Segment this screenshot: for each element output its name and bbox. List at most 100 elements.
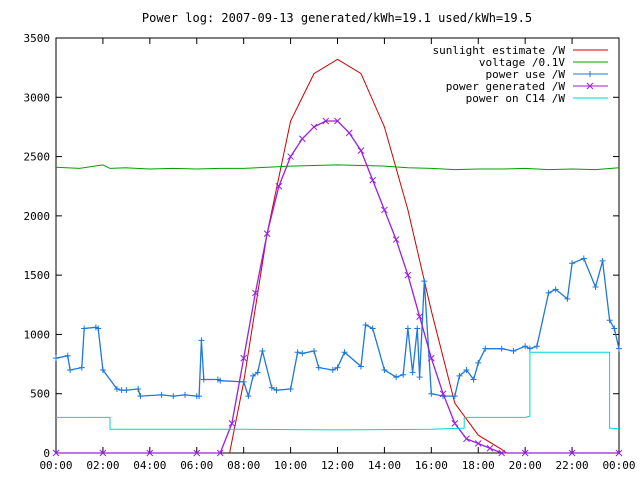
data-point-plus: [135, 385, 142, 392]
chart-title: Power log: 2007-09-13 generated/kWh=19.1…: [142, 11, 532, 25]
data-point-cross: [240, 354, 248, 362]
data-point-plus: [470, 376, 477, 383]
data-point-cross: [310, 123, 318, 131]
data-point-cross: [357, 147, 365, 154]
data-point-plus: [463, 367, 470, 373]
data-point-cross: [568, 449, 576, 457]
data-point-plus: [564, 295, 571, 302]
data-point-plus: [334, 364, 341, 371]
x-tick-label: 08:00: [227, 459, 260, 472]
data-point-plus: [311, 348, 318, 355]
data-point-plus: [475, 359, 482, 366]
data-point-plus: [456, 372, 463, 379]
data-point-plus: [421, 278, 428, 285]
data-point-cross: [615, 449, 623, 457]
data-point-plus: [428, 390, 435, 397]
data-point-cross: [287, 153, 294, 160]
data-point-plus: [414, 325, 421, 332]
data-point-plus: [170, 393, 177, 400]
data-point-plus: [182, 391, 189, 398]
data-point-plus: [416, 374, 423, 381]
x-tick-label: 04:00: [133, 459, 166, 472]
data-point-plus: [217, 377, 224, 384]
data-point-plus: [315, 364, 322, 371]
data-point-cross: [474, 440, 482, 447]
data-point-plus: [522, 343, 529, 350]
data-point-cross: [498, 449, 506, 457]
data-point-plus: [137, 393, 144, 400]
legend-label: power use /W: [486, 68, 566, 81]
data-point-cross: [392, 236, 400, 243]
data-point-plus: [357, 363, 364, 370]
data-point-plus: [341, 349, 348, 356]
data-point-cross: [99, 449, 107, 457]
data-point-cross: [404, 271, 412, 279]
series-layer: [52, 58, 623, 457]
legend-label: power generated /W: [446, 80, 566, 93]
x-tick-label: 20:00: [509, 459, 542, 472]
data-point-plus: [606, 317, 613, 324]
series-3: [52, 117, 623, 457]
data-point-plus: [99, 367, 106, 373]
data-point-plus: [526, 345, 533, 352]
data-point-plus: [250, 372, 257, 379]
data-point-plus: [510, 348, 517, 355]
data-point-plus: [245, 393, 252, 400]
data-point-plus: [64, 352, 71, 359]
data-point-plus: [200, 376, 207, 383]
data-point-cross: [228, 420, 236, 427]
data-point-plus: [381, 367, 388, 373]
data-point-plus: [569, 260, 576, 267]
x-tick-label: 06:00: [180, 459, 213, 472]
data-point-cross: [463, 435, 470, 443]
series-line: [55, 164, 620, 171]
data-point-plus: [498, 345, 505, 352]
y-tick-label: 1000: [24, 328, 51, 341]
data-point-plus: [409, 369, 416, 376]
x-axis: 00:00 02:00 04:00 06:00 08:00 10:00 12:00 14:00…: [39, 38, 636, 472]
data-point-plus: [552, 286, 559, 293]
data-point-plus: [299, 350, 306, 357]
data-point-plus: [580, 255, 587, 262]
data-point-cross: [263, 230, 271, 237]
y-axis: 0 500 1000 1500 2000 2500 3000 3500: [24, 32, 619, 460]
data-point-plus: [451, 393, 458, 400]
y-tick-label: 2500: [24, 151, 51, 164]
data-point-plus: [369, 325, 376, 332]
x-tick-label: 02:00: [86, 459, 119, 472]
data-point-cross: [586, 82, 594, 90]
data-point-plus: [587, 71, 593, 77]
data-point-plus: [95, 325, 102, 332]
data-point-cross: [486, 444, 494, 452]
data-point-plus: [78, 364, 85, 371]
data-point-cross: [146, 449, 154, 457]
data-point-plus: [67, 367, 74, 373]
data-point-cross: [369, 176, 377, 184]
data-point-cross: [451, 420, 459, 427]
data-point-cross: [381, 206, 388, 214]
data-point-plus: [400, 371, 407, 378]
data-point-plus: [592, 284, 599, 290]
data-point-cross: [322, 117, 330, 125]
data-point-plus: [599, 257, 606, 264]
data-point-plus: [482, 345, 489, 352]
x-tick-label: 00:00: [39, 459, 72, 472]
series-0: [229, 58, 507, 454]
series-4: [56, 351, 620, 431]
data-point-plus: [240, 378, 247, 385]
data-point-plus: [533, 343, 540, 350]
y-tick-label: 3000: [24, 91, 51, 104]
data-point-cross: [275, 182, 283, 190]
data-point-cross: [52, 449, 60, 457]
data-point-cross: [439, 390, 447, 398]
data-point-plus: [329, 367, 336, 373]
data-point-plus: [611, 325, 618, 332]
data-point-cross: [193, 449, 201, 457]
x-tick-label: 00:00: [602, 459, 635, 472]
data-point-plus: [287, 385, 294, 392]
data-point-plus: [123, 387, 130, 394]
data-point-plus: [393, 374, 400, 381]
x-tick-label: 12:00: [321, 459, 354, 472]
data-point-plus: [158, 391, 165, 398]
y-tick-label: 0: [43, 447, 50, 460]
